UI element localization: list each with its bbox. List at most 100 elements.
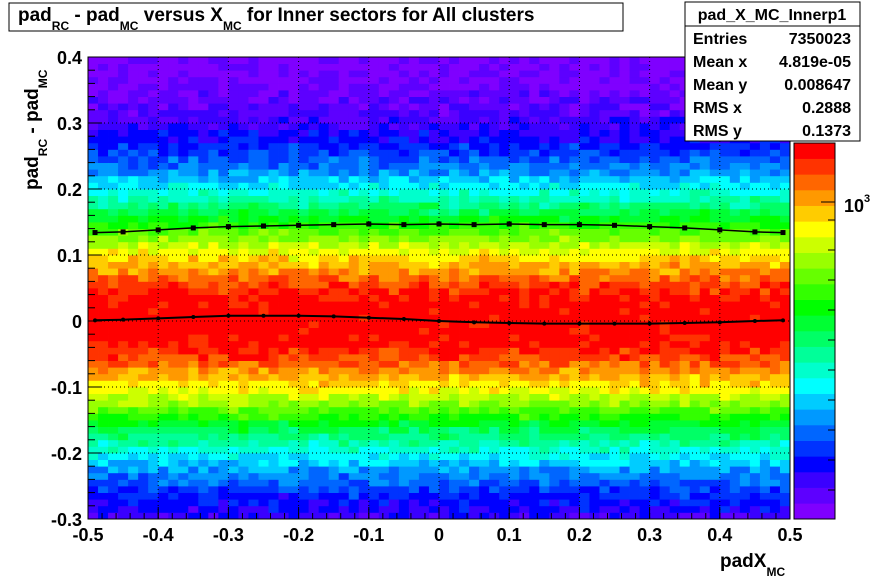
- heatmap-cell: [519, 360, 530, 368]
- heatmap-cell: [639, 301, 650, 309]
- heatmap-cell: [659, 314, 671, 322]
- heatmap-cell: [559, 189, 570, 196]
- heatmap-cell: [439, 406, 450, 414]
- heatmap-cell: [238, 439, 249, 447]
- heatmap-cell: [148, 123, 159, 130]
- heatmap-cell: [338, 439, 350, 447]
- heatmap-cell: [599, 479, 610, 487]
- heatmap-cell: [669, 327, 681, 335]
- heatmap-cell: [218, 294, 229, 302]
- heatmap-cell: [358, 307, 370, 315]
- heatmap-cell: [729, 195, 741, 203]
- heatmap-cell: [408, 479, 420, 487]
- heatmap-cell: [549, 492, 560, 500]
- heatmap-cell: [649, 307, 661, 315]
- heatmap-cell: [258, 512, 269, 520]
- heatmap-cell: [418, 63, 430, 71]
- heatmap-cell: [368, 156, 380, 163]
- heatmap-cell: [208, 347, 219, 355]
- heatmap-cell: [689, 142, 701, 150]
- heatmap-cell: [579, 354, 590, 361]
- heatmap-cell: [398, 182, 410, 190]
- heatmap-cell: [509, 136, 520, 144]
- heatmap-cell: [779, 512, 791, 520]
- heatmap-cell: [98, 182, 109, 190]
- heatmap-cell: [268, 492, 279, 500]
- heatmap-cell: [148, 222, 159, 229]
- heatmap-cell: [519, 492, 530, 500]
- heatmap-cell: [398, 301, 410, 309]
- heatmap-cell: [178, 241, 189, 249]
- heatmap-cell: [469, 505, 480, 513]
- heatmap-cell: [509, 406, 520, 414]
- heatmap-cell: [198, 261, 209, 269]
- heatmap-cell: [619, 459, 630, 467]
- heatmap-cell: [248, 406, 259, 414]
- heatmap-cell: [659, 175, 671, 183]
- heatmap-cell: [298, 57, 310, 64]
- heatmap-cell: [669, 321, 681, 328]
- heatmap-cell: [539, 406, 550, 414]
- heatmap-cell: [168, 301, 179, 309]
- heatmap-cell: [348, 202, 360, 210]
- heatmap-cell: [318, 123, 330, 130]
- heatmap-cell: [639, 413, 650, 421]
- heatmap-cell: [769, 340, 781, 348]
- heatmap-cell: [88, 400, 99, 408]
- heatmap-cell: [709, 453, 721, 460]
- heatmap-cell: [198, 103, 209, 111]
- heatmap-cell: [358, 241, 370, 249]
- heatmap-cell: [238, 505, 249, 513]
- heatmap-cell: [729, 512, 741, 520]
- heatmap-cell: [639, 123, 650, 130]
- heatmap-cell: [238, 373, 249, 381]
- heatmap-cell: [569, 162, 580, 170]
- heatmap-cell: [108, 222, 119, 229]
- heatmap-cell: [148, 347, 159, 355]
- heatmap-cell: [649, 472, 661, 480]
- heatmap-cell: [288, 288, 299, 295]
- heatmap-cell: [649, 406, 661, 414]
- heatmap-cell: [609, 360, 620, 368]
- heatmap-cell: [98, 406, 109, 414]
- heatmap-cell: [549, 228, 560, 236]
- heatmap-cell: [609, 169, 620, 177]
- heatmap-cell: [749, 380, 761, 388]
- heatmap-cell: [328, 235, 340, 243]
- heatmap-cell: [298, 63, 310, 71]
- heatmap-cell: [479, 334, 490, 342]
- heatmap-cell: [98, 169, 109, 177]
- heatmap-cell: [88, 215, 99, 223]
- heatmap-cell: [88, 387, 99, 394]
- heatmap-cell: [298, 129, 310, 137]
- heatmap-cell: [288, 433, 299, 441]
- heatmap-cell: [679, 261, 691, 269]
- heatmap-cell: [549, 420, 560, 427]
- heatmap-cell: [529, 241, 540, 249]
- heatmap-cell: [529, 505, 540, 513]
- heatmap-cell: [519, 202, 530, 210]
- heatmap-cell: [318, 274, 330, 282]
- heatmap-cell: [499, 268, 510, 276]
- heatmap-cell: [689, 274, 701, 282]
- heatmap-cell: [118, 321, 129, 328]
- heatmap-cell: [318, 433, 330, 441]
- heatmap-cell: [428, 63, 440, 71]
- heatmap-cell: [719, 354, 731, 361]
- heatmap-cell: [659, 129, 671, 137]
- heatmap-cell: [168, 162, 179, 170]
- heatmap-cell: [348, 373, 360, 381]
- heatmap-cell: [469, 492, 480, 500]
- heatmap-cell: [158, 400, 169, 408]
- heatmap-cell: [188, 162, 199, 170]
- heatmap-cell: [699, 393, 711, 401]
- heatmap-cell: [88, 189, 99, 196]
- heatmap-cell: [549, 142, 560, 150]
- heatmap-cell: [178, 406, 189, 414]
- heatmap-cell: [398, 486, 410, 493]
- heatmap-cell: [278, 406, 289, 414]
- heatmap-cell: [739, 466, 751, 474]
- heatmap-cell: [469, 340, 480, 348]
- heatmap-cell: [328, 261, 340, 269]
- heatmap-cell: [489, 347, 500, 355]
